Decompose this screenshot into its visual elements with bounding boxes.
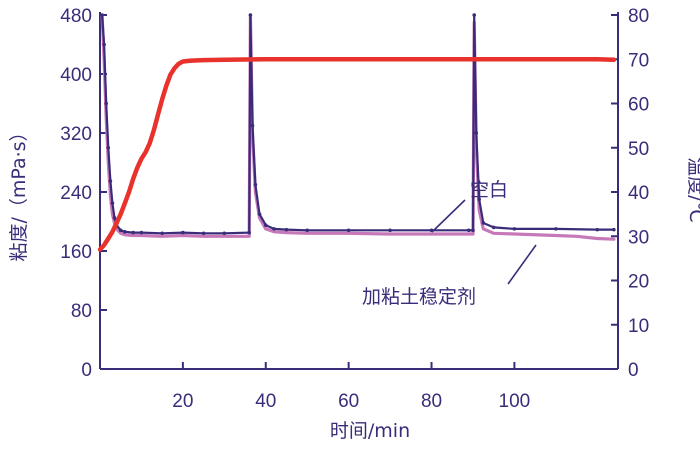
series-blank-point [102, 42, 106, 47]
series-blank-line [101, 13, 615, 235]
series-stabilizer-line [100, 13, 616, 241]
annotation-leader-blank [431, 199, 466, 233]
series-blank-point [477, 197, 481, 202]
series-blank-point [595, 227, 600, 232]
right-tick-label: 30 [628, 227, 649, 248]
series-blank-point [139, 230, 144, 235]
left-tick-label: 400 [60, 65, 92, 86]
series-blank-point [491, 225, 496, 230]
series-blank-point [481, 221, 486, 225]
series-blank-point [201, 231, 206, 236]
series-blank-point [110, 201, 115, 205]
left-tick-label: 80 [71, 301, 92, 322]
series-blank-point [112, 216, 117, 220]
tick-marks [100, 14, 618, 370]
series-blank-point [474, 131, 479, 135]
series-blank-point [108, 179, 113, 183]
series-blank-point [472, 13, 477, 17]
series-blank-point [263, 223, 268, 227]
right-tick-label: 60 [628, 95, 649, 116]
x-tick-label: 20 [172, 391, 193, 412]
left-tick-label: 0 [81, 360, 92, 381]
right-tick-label: 70 [628, 50, 649, 71]
series-blank-point [160, 231, 164, 236]
series-blank-point [257, 212, 262, 216]
annotation-leader-stabilizer [507, 244, 537, 285]
series-blank-point [284, 227, 289, 232]
series-blank-point [247, 230, 251, 235]
series-blank-point [554, 227, 558, 231]
right-tick-label: 80 [628, 6, 649, 27]
x-tick-label: 40 [255, 391, 276, 412]
series-blank-point [467, 228, 471, 233]
series-blank-point [346, 228, 351, 233]
series-blank-point [123, 230, 127, 234]
series-blank-point [612, 227, 616, 232]
right-tick-label: 40 [628, 183, 649, 204]
series-blank-point [118, 228, 123, 233]
left-axis-title: 粘度/（mPa·s） [8, 122, 30, 261]
right-tick-label: 0 [628, 360, 639, 381]
plot-series [97, 13, 617, 252]
series-blank-point [272, 227, 276, 231]
x-tick-label: 80 [421, 391, 442, 412]
series-blank-point [471, 228, 475, 233]
series-blank-point [250, 123, 255, 128]
series-blank-point [222, 231, 227, 236]
series-blank-point [248, 13, 253, 17]
series-blank-point [104, 101, 109, 106]
series-blank-point [305, 228, 310, 233]
left-tick-label: 240 [60, 183, 92, 204]
left-tick-label: 160 [60, 242, 92, 263]
annotation-blank: 空白 [470, 179, 508, 201]
right-tick-label: 50 [628, 139, 649, 160]
annotation-stabilizer: 加粘土稳定剂 [362, 286, 476, 308]
series-blank-point [253, 182, 258, 187]
series-blank-point [106, 145, 111, 150]
right-tick-label: 10 [628, 316, 649, 337]
left-tick-label: 320 [60, 124, 92, 145]
x-tick-label: 100 [499, 391, 531, 412]
x-tick-label: 60 [338, 391, 359, 412]
series-temperature-line [97, 57, 617, 252]
series-blank-point [388, 228, 392, 233]
series-blank-point [131, 230, 135, 235]
right-axis-title: 温度/℃ [685, 157, 700, 223]
series-blank-point [512, 227, 517, 231]
right-tick-label: 20 [628, 272, 649, 293]
tick-labels: 0 80 160 240 320 400 480 0 10 20 30 40 50 60 70 80 20 40 6… [60, 6, 649, 412]
series-blank-point [181, 230, 185, 235]
series-blank-point [100, 13, 104, 17]
x-axis-title: 时间/min [330, 420, 410, 442]
left-tick-label: 480 [60, 6, 92, 27]
